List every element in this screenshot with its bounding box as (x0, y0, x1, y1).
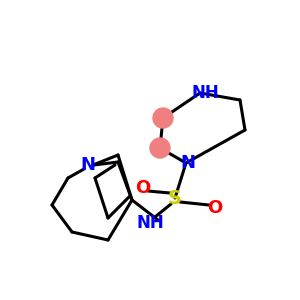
Text: O: O (207, 199, 223, 217)
Circle shape (153, 108, 173, 128)
Text: N: N (181, 154, 196, 172)
Text: O: O (135, 179, 151, 197)
Text: S: S (168, 188, 182, 208)
Circle shape (150, 138, 170, 158)
Text: N: N (80, 156, 95, 174)
Text: NH: NH (136, 214, 164, 232)
Text: NH: NH (191, 84, 219, 102)
